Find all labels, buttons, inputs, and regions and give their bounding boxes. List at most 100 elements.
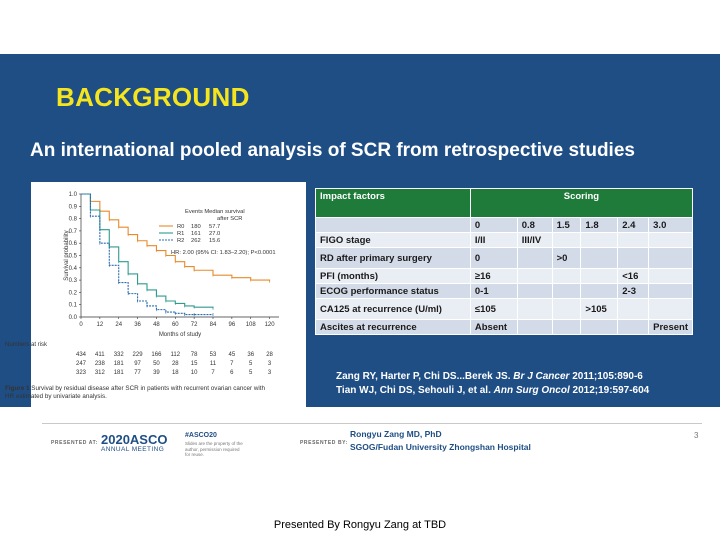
table-cell xyxy=(551,232,582,248)
km-chart: 0.0 0.1 0.2 0.3 0.4 0.5 0.6 0.7 0.8 0.9 1.0 0 12 24 36… xyxy=(64,192,279,338)
legend-median: 57.7 xyxy=(209,224,220,230)
page-number: 3 xyxy=(694,431,699,440)
caption-label: Figure 1 xyxy=(5,385,30,392)
table-row: FIGO stage I/II III/IV xyxy=(315,232,693,248)
table-cell xyxy=(617,298,650,320)
figure-caption: Figure 1 Survival by residual disease af… xyxy=(5,385,270,400)
reference-journal: Ann Surg Oncol xyxy=(493,385,570,396)
risk-row: 434 411 332 229 166 112 78 53 45 36 28 xyxy=(31,352,306,361)
x-tick-label: 36 xyxy=(134,322,141,328)
slide-subtitle: An international pooled analysis of SCR … xyxy=(30,140,635,161)
table-cell xyxy=(580,247,619,269)
legend-label: R0 xyxy=(177,224,184,230)
table-cell: CA125 at recurrence (U/ml) xyxy=(315,298,471,320)
table-cell: Present xyxy=(648,319,693,335)
presenter-name: Rongyu Zang MD, PhD xyxy=(350,429,442,439)
risk-row: 247 238 181 97 50 28 15 11 7 5 3 xyxy=(31,361,306,370)
risk-value: 15 xyxy=(190,361,198,367)
risk-value: 3 xyxy=(267,361,272,367)
x-tick-label: 60 xyxy=(172,322,179,328)
x-tick-label: 12 xyxy=(97,322,104,328)
x-tick-label: 48 xyxy=(153,322,160,328)
risk-value: 28 xyxy=(266,352,273,358)
table-cell xyxy=(580,232,619,248)
slide-heading: BACKGROUND xyxy=(56,82,250,112)
legend-events: 161 xyxy=(191,231,201,237)
y-tick-label: 0.1 xyxy=(69,303,78,309)
table-cell xyxy=(580,283,619,299)
table-cell: 0 xyxy=(469,247,518,269)
table-cell xyxy=(551,298,582,320)
table-cell xyxy=(617,232,650,248)
table-cell: Ascites at recurrence xyxy=(315,319,471,335)
x-tick-label: 72 xyxy=(191,322,198,328)
risk-value: 247 xyxy=(75,361,86,367)
table-cell: I/II xyxy=(469,232,518,248)
risk-value: 11 xyxy=(209,361,217,367)
table-cell: 0-1 xyxy=(469,283,518,299)
legend-header-sub: after SCR xyxy=(217,216,242,222)
y-tick-label: 0.6 xyxy=(69,241,78,247)
table-cell xyxy=(617,247,650,269)
risk-value: 332 xyxy=(113,352,124,358)
risk-value: 36 xyxy=(247,352,255,358)
risk-value: 112 xyxy=(170,352,181,358)
reference-journal: Br J Cancer xyxy=(513,371,570,382)
risk-value: 78 xyxy=(190,352,198,358)
risk-value: 45 xyxy=(228,352,236,358)
table-cell: <16 xyxy=(617,268,650,284)
y-axis-label: Survival probability xyxy=(64,230,70,280)
asco-hashtag: #ASCO20 xyxy=(185,432,217,439)
y-tick-label: 0.7 xyxy=(69,229,78,235)
hazard-ratio-annotation: HR: 2.00 (95% CI: 1.83–2.20); P<0.0001 xyxy=(171,250,276,256)
table-cell: ECOG performance status xyxy=(315,283,471,299)
presentation-credit: Presented By Rongyu Zang at TBD xyxy=(273,519,447,531)
y-tick-label: 0.0 xyxy=(69,315,78,321)
risk-value: 50 xyxy=(153,361,160,367)
x-tick-label: 84 xyxy=(210,322,217,328)
reference-authors: Tian WJ, Chi DS, Sehouli J, et al. xyxy=(336,385,494,396)
x-tick-label: 120 xyxy=(265,322,276,328)
risk-value: 97 xyxy=(134,361,141,367)
score-values-row: 0 0.8 1.5 1.8 2.4 3.0 xyxy=(315,217,693,233)
table-cell xyxy=(516,298,553,320)
table-row: ECOG performance status 0-1 2-3 xyxy=(315,283,693,299)
y-tick-label: 0.3 xyxy=(69,278,78,284)
header-impact-factors: Impact factors xyxy=(315,188,471,218)
risk-value: 166 xyxy=(151,352,162,358)
reference-citation: 2011;105:890-6 xyxy=(569,371,643,382)
table-cell xyxy=(551,268,582,284)
table-row: CA125 at recurrence (U/ml) ≤105 >105 xyxy=(315,298,693,320)
x-tick-label: 96 xyxy=(229,322,236,328)
risk-value: 18 xyxy=(171,370,179,376)
reference-authors: Zang RY, Harter P, Chi DS...Berek JS. xyxy=(336,371,514,382)
table-cell: ≤105 xyxy=(469,298,518,320)
reference-citation: 2012;19:597-604 xyxy=(569,385,650,396)
header-scoring: Scoring xyxy=(469,188,694,218)
risk-value: 10 xyxy=(190,370,198,376)
table-cell: PFI (months) xyxy=(315,268,471,284)
table-cell xyxy=(617,319,650,335)
reference-2: Tian WJ, Chi DS, Sehouli J, et al. Ann S… xyxy=(336,384,649,398)
table-cell xyxy=(516,247,553,269)
y-tick-label: 0.8 xyxy=(69,217,78,223)
x-tick-label: 108 xyxy=(246,322,257,328)
table-cell: 1.5 xyxy=(551,217,582,233)
table-cell xyxy=(551,283,582,299)
risk-value: 229 xyxy=(132,352,143,358)
risk-value: 5 xyxy=(249,361,253,367)
table-row: PFI (months) ≥16 <16 xyxy=(315,268,693,284)
risk-value: 5 xyxy=(249,370,253,376)
y-tick-label: 1.0 xyxy=(69,192,78,198)
y-tick-label: 0.4 xyxy=(69,266,78,272)
references: Zang RY, Harter P, Chi DS...Berek JS. Br… xyxy=(336,370,649,398)
x-tick-label: 24 xyxy=(115,322,122,328)
risk-value: 7 xyxy=(211,370,215,376)
reference-1: Zang RY, Harter P, Chi DS...Berek JS. Br… xyxy=(336,370,649,384)
footer-divider xyxy=(42,423,702,424)
legend-label: R2 xyxy=(177,238,184,244)
risk-value: 6 xyxy=(230,370,234,376)
legend-median: 15.6 xyxy=(209,238,220,244)
table-cell xyxy=(648,298,693,320)
presenter-affiliation: SGOG/Fudan University Zhongshan Hospital xyxy=(350,442,531,452)
